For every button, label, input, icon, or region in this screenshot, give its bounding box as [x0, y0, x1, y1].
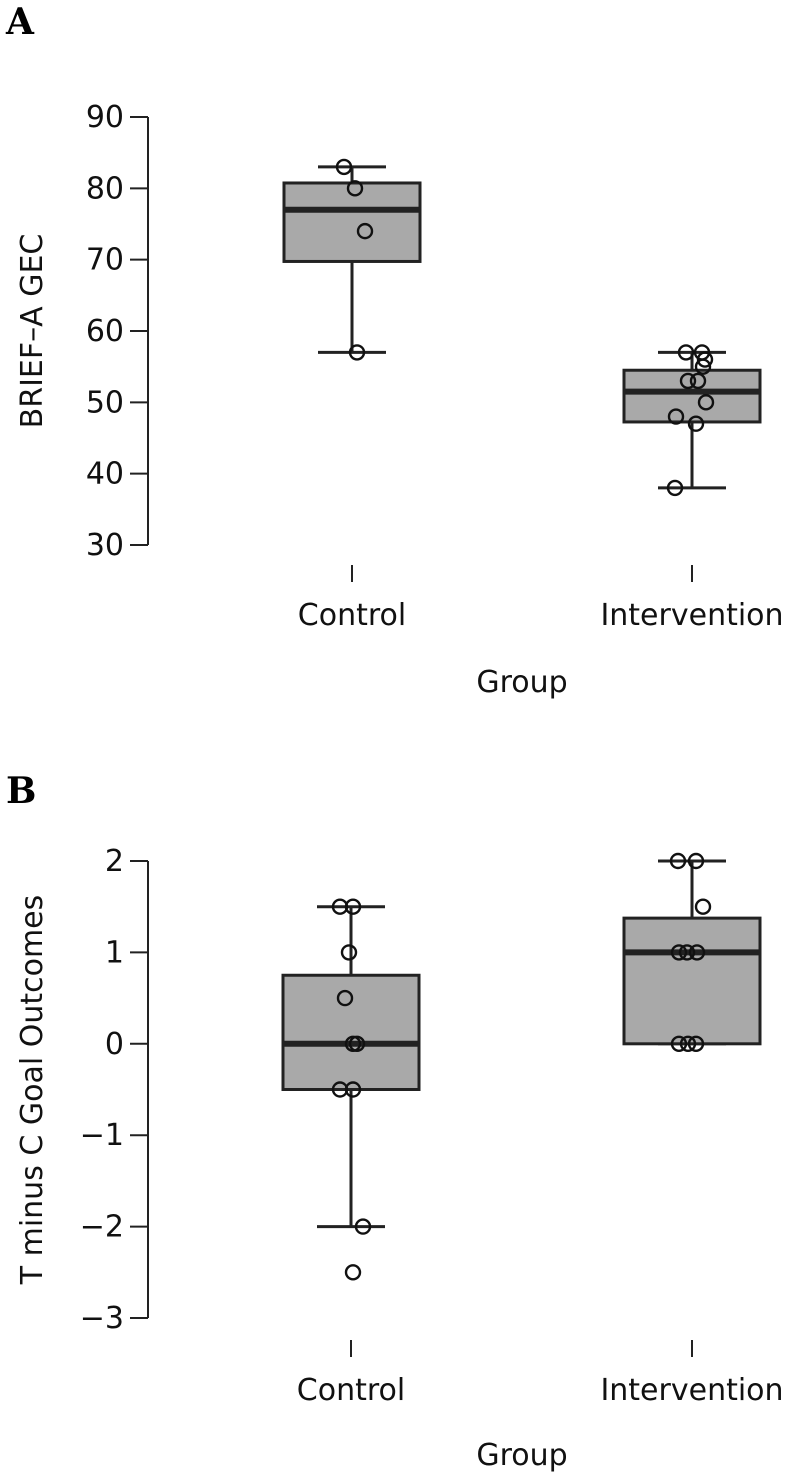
y-tick-label: −1: [80, 1118, 124, 1153]
x-tick-label: Control: [297, 1373, 405, 1408]
data-point: [677, 344, 695, 361]
x-tick-label: Control: [298, 598, 406, 633]
data-point: [340, 944, 358, 961]
data-point: [670, 1035, 688, 1053]
data-point: [344, 1264, 362, 1281]
data-point: [667, 408, 685, 425]
box-intervention: [622, 852, 762, 1053]
y-tick-label: 70: [86, 243, 124, 278]
data-point: [694, 898, 712, 915]
data-point: [670, 944, 688, 961]
data-point: [348, 344, 366, 361]
box-iqr: [281, 973, 421, 1091]
x-axis-title: Group: [476, 1438, 567, 1473]
panel-a: A 30 40 50 60 70 80 90 BRIEF–A GEC Control Interve…: [5, 1, 784, 700]
panel-letter: B: [6, 770, 36, 812]
y-tick-label: 1: [105, 935, 124, 970]
data-point: [666, 479, 684, 497]
y-axis-title: T minus C Goal Outcomes: [15, 895, 50, 1286]
data-point: [687, 1035, 705, 1053]
data-point: [679, 372, 697, 390]
y-tick-label: 2: [105, 844, 124, 879]
data-point: [669, 852, 687, 870]
data-point: [346, 180, 364, 197]
box-control: [282, 158, 422, 361]
y-tick-label: 30: [86, 528, 124, 563]
data-point: [354, 1218, 372, 1235]
y-tick-label: 60: [86, 314, 124, 349]
data-point: [344, 898, 362, 915]
data-point: [335, 158, 353, 176]
y-tick-label: 40: [86, 457, 124, 492]
y-axis-title: BRIEF–A GEC: [15, 234, 50, 429]
panel-letter: A: [5, 1, 35, 43]
data-point: [696, 351, 714, 368]
x-tick-label: Intervention: [600, 598, 783, 633]
data-point: [694, 358, 712, 375]
data-point: [689, 372, 707, 390]
data-point: [687, 415, 705, 432]
data-point: [688, 944, 706, 961]
y-tick-label: 0: [105, 1027, 124, 1062]
data-point: [336, 989, 354, 1007]
y-tick-label: 50: [86, 385, 124, 420]
panel-b: B −3 −2 −1 0 1 2 T minus C Goal Outcomes Control…: [6, 770, 784, 1473]
y-tick-label: −3: [80, 1301, 124, 1336]
data-point: [344, 1081, 362, 1098]
box-iqr: [622, 916, 762, 1046]
x-axis-title: Group: [476, 665, 567, 700]
y-tick-label: 80: [86, 171, 124, 206]
data-point: [678, 944, 696, 961]
data-point: [679, 1035, 697, 1053]
y-tick-label: 90: [86, 100, 124, 135]
data-point: [348, 1035, 366, 1053]
box-iqr: [282, 181, 422, 263]
box-intervention: [622, 344, 762, 497]
y-tick-label: −2: [80, 1210, 124, 1245]
x-tick-label: Intervention: [600, 1373, 783, 1408]
box-control: [281, 898, 421, 1281]
data-point: [356, 222, 374, 240]
data-point: [687, 852, 705, 870]
data-point: [697, 394, 715, 411]
